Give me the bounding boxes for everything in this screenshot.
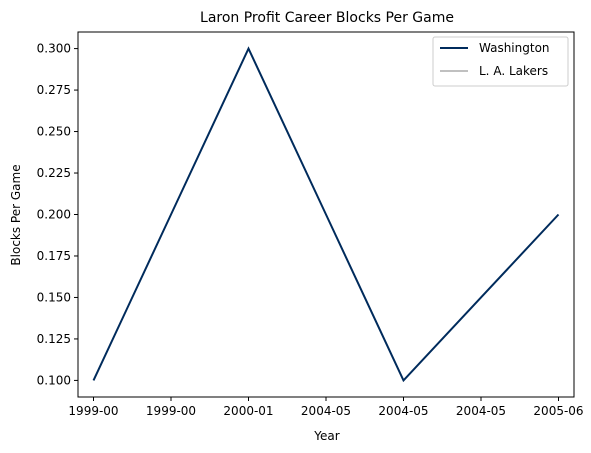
legend-box [432,36,569,87]
x-tick-label: 1999-00 [68,404,118,418]
y-axis-label: Blocks Per Game [9,164,23,265]
y-tick-label: 0.225 [37,166,71,180]
y-axis: 0.100 0.125 0.150 0.175 0.200 0.225 0.250 0.275… [37,42,78,387]
x-tick-label: 2004-05 [301,404,351,418]
x-axis: 1999-00 1999-00 2000-01 2004-05 2004-05 2004-… [68,397,584,418]
y-tick-label: 0.275 [37,83,71,97]
y-tick-label: 0.250 [37,125,71,139]
x-tick-label: 2005-06 [533,404,583,418]
y-tick-label: 0.150 [37,290,71,304]
y-tick-label: 0.100 [37,373,71,387]
chart-title: Laron Profit Career Blocks Per Game [200,10,454,26]
y-tick-label: 0.175 [37,249,71,263]
legend: Washington L. A. Lakers [432,36,569,87]
y-tick-label: 0.300 [37,42,71,56]
series-line-0 [92,46,560,383]
y-tick-label: 0.200 [37,208,71,222]
series-layer [92,46,560,383]
x-tick-label: 2004-05 [378,404,428,418]
x-tick-label: 2000-01 [223,404,273,418]
y-tick-label: 0.125 [37,332,71,346]
x-axis-label: Year [313,429,339,443]
legend-label-1: L. A. Lakers [479,64,548,78]
x-tick-label: 1999-00 [146,404,196,418]
legend-label-0: Washington [479,41,550,55]
x-tick-label: 2004-05 [456,404,506,418]
